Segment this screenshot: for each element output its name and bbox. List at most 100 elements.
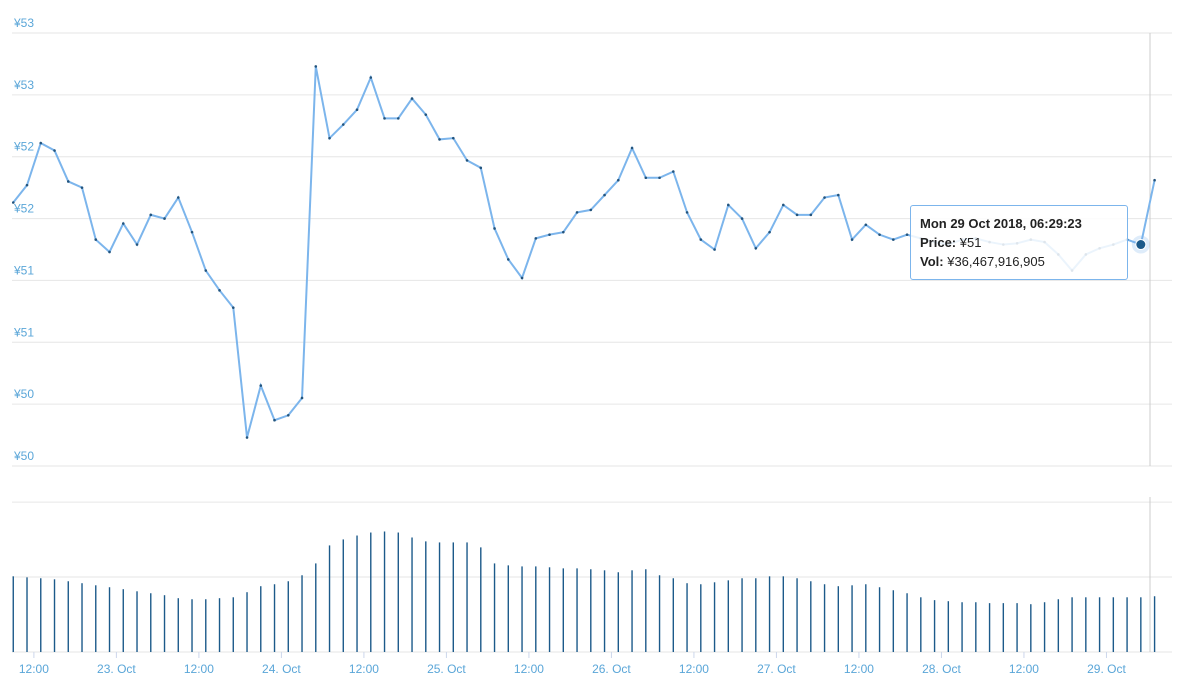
price-point — [163, 217, 166, 220]
price-point — [438, 138, 441, 141]
price-point — [672, 170, 675, 173]
price-point — [754, 246, 758, 250]
price-point — [727, 203, 730, 207]
price-point — [768, 230, 771, 234]
price-point — [850, 238, 854, 241]
tooltip: Mon 29 Oct 2018, 06:29:23 Price: ¥51 Vol… — [910, 205, 1128, 280]
price-point — [699, 238, 703, 241]
price-label: Price: — [920, 235, 957, 250]
price-point — [795, 213, 799, 217]
price-value: ¥51 — [959, 235, 982, 250]
price-point — [135, 243, 139, 246]
price-point — [451, 136, 455, 140]
price-point — [713, 248, 716, 251]
tooltip-title: Mon 29 Oct 2018, 06:29:23 — [920, 214, 1118, 233]
price-point — [39, 141, 43, 145]
price-point — [94, 238, 98, 241]
price-point — [506, 258, 510, 261]
price-point — [892, 238, 895, 241]
price-point — [231, 306, 235, 309]
tooltip-vol: Vol: ¥36,467,916,905 — [920, 252, 1118, 271]
price-point — [286, 413, 290, 417]
y-tick-label: ¥53 — [13, 78, 34, 92]
price-point — [740, 217, 744, 220]
price-point — [25, 183, 29, 187]
price-point — [837, 193, 840, 197]
price-point — [259, 384, 263, 387]
price-point — [149, 213, 153, 217]
x-tick-label: 29. Oct — [1087, 662, 1126, 676]
price-point — [823, 196, 826, 199]
price-point — [300, 396, 304, 400]
x-tick-label: 27. Oct — [757, 662, 796, 676]
price-point — [905, 233, 909, 236]
price-point — [548, 233, 551, 236]
y-tick-label: ¥50 — [13, 387, 34, 401]
price-point — [273, 418, 276, 422]
price-point — [383, 117, 386, 120]
price-point — [479, 166, 483, 170]
x-tick-label: 12:00 — [1009, 662, 1039, 676]
price-point — [424, 113, 428, 116]
price-point — [121, 222, 125, 225]
price-point — [520, 276, 524, 280]
x-tick-label: 12:00 — [349, 662, 379, 676]
price-point — [218, 289, 221, 292]
price-point — [410, 97, 414, 100]
price-point — [493, 227, 496, 230]
price-point — [369, 76, 373, 79]
price-point — [66, 180, 70, 183]
vol-value: ¥36,467,916,905 — [947, 254, 1045, 269]
y-tick-label: ¥53 — [13, 16, 34, 30]
price-point — [630, 146, 634, 150]
price-point — [355, 108, 359, 112]
price-point — [658, 176, 661, 180]
x-tick-label: 23. Oct — [97, 662, 136, 676]
tooltip-title-text: Mon 29 Oct 2018, 06:29:23 — [920, 216, 1082, 231]
x-tick-label: 26. Oct — [592, 662, 631, 676]
price-point — [616, 178, 620, 182]
price-point — [1153, 178, 1156, 182]
price-point — [809, 213, 813, 217]
y-tick-label: ¥52 — [13, 202, 34, 216]
x-tick-label: 12:00 — [514, 662, 544, 676]
price-point — [685, 211, 689, 214]
price-point — [878, 233, 881, 236]
x-tick-label: 24. Oct — [262, 662, 301, 676]
price-point — [11, 201, 15, 204]
price-point — [534, 237, 538, 240]
price-point — [53, 149, 56, 152]
price-point — [396, 117, 400, 120]
price-point — [328, 136, 331, 140]
hover-point — [1135, 239, 1147, 251]
vol-label: Vol: — [920, 254, 944, 269]
price-point — [589, 208, 593, 212]
price-point — [575, 211, 579, 214]
x-tick-label: 12:00 — [19, 662, 49, 676]
price-point — [465, 159, 469, 162]
price-point — [603, 193, 606, 197]
price-point — [341, 123, 345, 126]
price-point — [864, 223, 868, 227]
x-tick-label: 25. Oct — [427, 662, 466, 676]
y-tick-label: ¥51 — [13, 325, 34, 339]
y-tick-label: ¥51 — [13, 263, 34, 277]
price-point — [204, 269, 208, 272]
price-point — [314, 65, 318, 68]
x-tick-label: 28. Oct — [922, 662, 961, 676]
price-point — [80, 186, 84, 189]
price-point — [245, 436, 249, 439]
x-tick-label: 12:00 — [679, 662, 709, 676]
x-tick-label: 12:00 — [844, 662, 874, 676]
price-point — [644, 176, 648, 180]
tooltip-price: Price: ¥51 — [920, 233, 1118, 252]
price-point — [782, 203, 785, 207]
price-point — [190, 230, 194, 234]
price-point — [108, 250, 111, 254]
y-tick-label: ¥52 — [13, 140, 34, 154]
x-tick-label: 12:00 — [184, 662, 214, 676]
y-tick-label: ¥50 — [13, 449, 34, 463]
price-point — [176, 196, 180, 199]
